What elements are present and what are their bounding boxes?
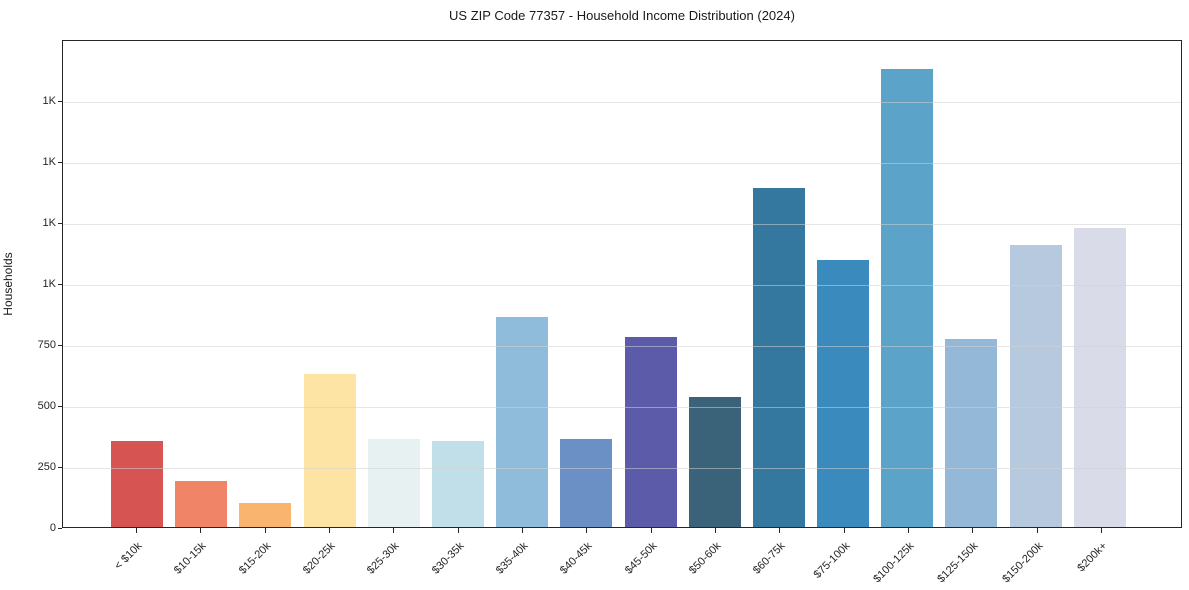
- bar-slot: [1073, 41, 1126, 527]
- x-tick-label: $45-50k: [622, 540, 660, 577]
- x-tick-label: $125-150k: [935, 540, 981, 586]
- x-tick-mark: [908, 528, 909, 533]
- x-tick-mark: [779, 528, 781, 533]
- x-tick-label: $25-30k: [365, 540, 402, 577]
- x-tick-label: $10-15k: [172, 540, 209, 577]
- bar: [367, 438, 420, 527]
- x-tick-label: $20-25k: [300, 540, 338, 577]
- bar-slot: [1009, 41, 1062, 527]
- x-tick-label: $200k+: [1075, 540, 1110, 575]
- x-tick-label: $75-100k: [811, 540, 853, 581]
- bar-slot: [431, 41, 484, 527]
- bar: [817, 259, 870, 527]
- bar: [239, 502, 292, 527]
- x-tick-label: < $10k: [112, 540, 145, 573]
- x-tick-label: $15-20k: [236, 540, 274, 577]
- x-tick-mark: [393, 528, 395, 533]
- bar: [624, 336, 677, 527]
- bar-slot: [881, 41, 934, 527]
- x-tick-label: $40-45k: [558, 540, 595, 577]
- bar: [560, 439, 613, 527]
- y-tick-label: 1K: [42, 95, 56, 107]
- bar-slot: [752, 41, 805, 527]
- x-tick-mark: [329, 528, 330, 533]
- y-tick-mark: [58, 467, 62, 468]
- x-tick-mark: [586, 528, 588, 533]
- bar-slot: [239, 41, 292, 527]
- x-tick-mark: [457, 528, 459, 533]
- y-tick-mark: [58, 345, 62, 346]
- y-tick-label: 1K: [42, 278, 56, 290]
- bar-slot: [688, 41, 741, 527]
- plot-area: [62, 40, 1182, 528]
- bar-slot: [560, 41, 613, 527]
- bar: [175, 481, 228, 527]
- bar: [881, 69, 934, 527]
- x-tick-label: $50-60k: [686, 540, 724, 577]
- x-tick-mark: [715, 528, 716, 533]
- y-tick-mark: [58, 101, 62, 102]
- x-tick-mark: [264, 528, 266, 533]
- y-tick-mark: [58, 284, 62, 285]
- bar-slot: [175, 41, 228, 527]
- bar: [688, 396, 741, 527]
- bar-slot: [303, 41, 356, 527]
- y-tick-mark: [58, 162, 62, 163]
- x-tick-mark: [136, 528, 137, 533]
- bar: [752, 188, 805, 527]
- y-tick-label: 0: [49, 522, 56, 534]
- bar-slot: [496, 41, 549, 527]
- x-tick-label: $100-125k: [871, 540, 917, 586]
- bar: [111, 440, 163, 527]
- y-tick-mark: [58, 528, 62, 529]
- bar: [303, 373, 356, 527]
- x-tick-label: $30-35k: [429, 540, 467, 577]
- x-tick-mark: [1101, 528, 1102, 533]
- bar-slot: [817, 41, 870, 527]
- y-tick-label: 750: [37, 339, 56, 351]
- y-tick-mark: [58, 223, 62, 224]
- bar-slot: [945, 41, 998, 527]
- y-axis-title: Households: [1, 252, 15, 316]
- bar-slot: [367, 41, 420, 527]
- x-tick-mark: [972, 528, 974, 533]
- bar: [1073, 228, 1126, 527]
- x-tick-label: $35-40k: [493, 540, 531, 577]
- chart-title: US ZIP Code 77357 - Household Income Dis…: [449, 8, 795, 23]
- x-tick-label: $60-75k: [751, 540, 788, 577]
- x-tick-mark: [200, 528, 202, 533]
- bar-slot: [111, 41, 163, 527]
- bar: [945, 338, 998, 527]
- bar-slot: [624, 41, 677, 527]
- x-tick-mark: [1036, 528, 1038, 533]
- y-tick-label: 1K: [42, 156, 56, 168]
- y-tick-label: 250: [37, 461, 56, 473]
- bar-series: [63, 41, 1181, 527]
- bar: [496, 317, 549, 527]
- y-tick-mark: [58, 406, 62, 407]
- bar: [431, 440, 484, 527]
- x-tick-mark: [522, 528, 523, 533]
- y-tick-label: 1K: [42, 217, 56, 229]
- bar: [1009, 245, 1062, 527]
- x-tick-label: $150-200k: [999, 540, 1046, 586]
- x-tick-mark: [843, 528, 845, 533]
- x-tick-mark: [650, 528, 652, 533]
- y-tick-label: 500: [37, 400, 56, 412]
